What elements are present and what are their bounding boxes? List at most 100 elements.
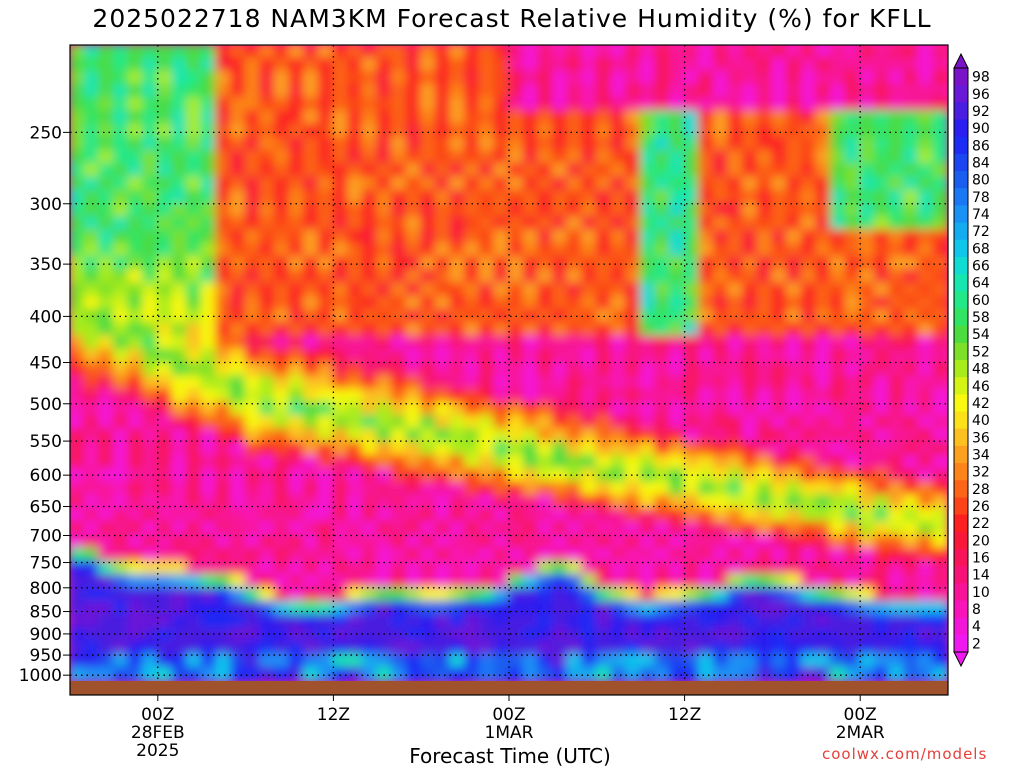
humidity-cell bbox=[522, 415, 540, 431]
humidity-cell bbox=[800, 574, 818, 590]
humidity-cell bbox=[712, 348, 730, 364]
humidity-cell bbox=[259, 335, 276, 351]
humidity-cell bbox=[229, 163, 247, 179]
humidity-cell bbox=[288, 70, 306, 86]
humidity-cell bbox=[742, 70, 759, 86]
humidity-cell bbox=[742, 348, 759, 364]
humidity-cell bbox=[932, 216, 948, 232]
humidity-cell bbox=[156, 468, 174, 484]
colorbar-label: 60 bbox=[972, 293, 990, 309]
humidity-cell bbox=[361, 481, 379, 497]
humidity-cell bbox=[405, 123, 423, 139]
humidity-cell bbox=[288, 163, 306, 179]
humidity-cell bbox=[595, 136, 613, 152]
humidity-cell bbox=[361, 627, 379, 643]
humidity-cell bbox=[522, 189, 540, 205]
humidity-cell bbox=[727, 216, 745, 232]
humidity-cell bbox=[434, 216, 452, 232]
humidity-cell bbox=[83, 574, 101, 590]
humidity-cell bbox=[742, 666, 759, 681]
humidity-cell bbox=[815, 441, 832, 457]
humidity-cell bbox=[493, 45, 510, 60]
humidity-cell bbox=[215, 335, 232, 351]
humidity-cell bbox=[156, 587, 174, 603]
humidity-cell bbox=[625, 136, 642, 152]
humidity-cell bbox=[727, 441, 745, 457]
colorbar-segment bbox=[954, 463, 968, 481]
colorbar-segment bbox=[954, 583, 968, 601]
humidity-cell bbox=[771, 242, 789, 258]
humidity-cell bbox=[800, 83, 818, 99]
humidity-cell bbox=[815, 322, 832, 338]
humidity-cell bbox=[420, 481, 437, 497]
humidity-cell bbox=[771, 295, 789, 311]
colorbar-label: 22 bbox=[972, 516, 990, 532]
humidity-cell bbox=[303, 163, 320, 179]
humidity-cell bbox=[727, 415, 745, 431]
humidity-cell bbox=[83, 388, 101, 404]
humidity-cell bbox=[756, 468, 774, 484]
humidity-cell bbox=[98, 494, 115, 510]
humidity-cell bbox=[800, 441, 818, 457]
humidity-cell bbox=[112, 189, 130, 205]
humidity-cell bbox=[756, 322, 774, 338]
humidity-cell bbox=[888, 428, 906, 444]
humidity-cell bbox=[332, 666, 350, 681]
humidity-cell bbox=[332, 322, 350, 338]
humidity-cell bbox=[273, 242, 291, 258]
humidity-cell bbox=[186, 150, 203, 166]
humidity-cell bbox=[229, 428, 247, 444]
humidity-cell bbox=[581, 640, 598, 656]
humidity-cell bbox=[932, 613, 948, 629]
humidity-cell bbox=[508, 627, 525, 643]
humidity-cell bbox=[771, 494, 789, 510]
humidity-cell bbox=[786, 547, 803, 563]
humidity-cell bbox=[639, 229, 657, 245]
humidity-cell bbox=[420, 375, 437, 391]
humidity-cell bbox=[156, 653, 174, 669]
humidity-cell bbox=[376, 640, 393, 656]
humidity-cell bbox=[625, 282, 642, 298]
humidity-cell bbox=[332, 97, 350, 113]
humidity-cell bbox=[917, 45, 935, 60]
humidity-cell bbox=[376, 57, 393, 73]
humidity-cell bbox=[464, 123, 481, 139]
humidity-cell bbox=[551, 428, 569, 444]
humidity-cell bbox=[186, 441, 203, 457]
humidity-cell bbox=[917, 666, 935, 681]
humidity-cell bbox=[464, 335, 481, 351]
humidity-cell bbox=[434, 494, 452, 510]
humidity-cell bbox=[595, 348, 613, 364]
humidity-cell bbox=[361, 97, 379, 113]
humidity-cell bbox=[625, 587, 642, 603]
humidity-cell bbox=[390, 295, 408, 311]
humidity-cell bbox=[786, 521, 803, 537]
humidity-cell bbox=[420, 203, 437, 219]
humidity-cell bbox=[112, 560, 130, 576]
humidity-cell bbox=[347, 415, 364, 431]
humidity-cell bbox=[244, 375, 262, 391]
humidity-cell bbox=[273, 388, 291, 404]
humidity-cell bbox=[829, 587, 847, 603]
humidity-cell bbox=[200, 348, 218, 364]
humidity-cell bbox=[215, 83, 232, 99]
humidity-cell bbox=[259, 627, 276, 643]
humidity-cell bbox=[70, 216, 86, 232]
humidity-cell bbox=[742, 45, 759, 60]
humidity-cell bbox=[127, 507, 145, 523]
humidity-cell bbox=[273, 45, 291, 60]
colorbar-segment bbox=[954, 531, 968, 550]
humidity-cell bbox=[668, 481, 686, 497]
humidity-cell bbox=[888, 176, 906, 192]
humidity-cell bbox=[478, 388, 496, 404]
humidity-cell bbox=[142, 375, 159, 391]
humidity-cell bbox=[727, 401, 745, 417]
humidity-cell bbox=[434, 547, 452, 563]
colorbar-label: 48 bbox=[972, 362, 990, 378]
humidity-cell bbox=[610, 441, 628, 457]
humidity-cell bbox=[815, 627, 832, 643]
humidity-cell bbox=[551, 189, 569, 205]
humidity-cell bbox=[478, 256, 496, 272]
humidity-cell bbox=[625, 189, 642, 205]
humidity-cell bbox=[873, 613, 891, 629]
